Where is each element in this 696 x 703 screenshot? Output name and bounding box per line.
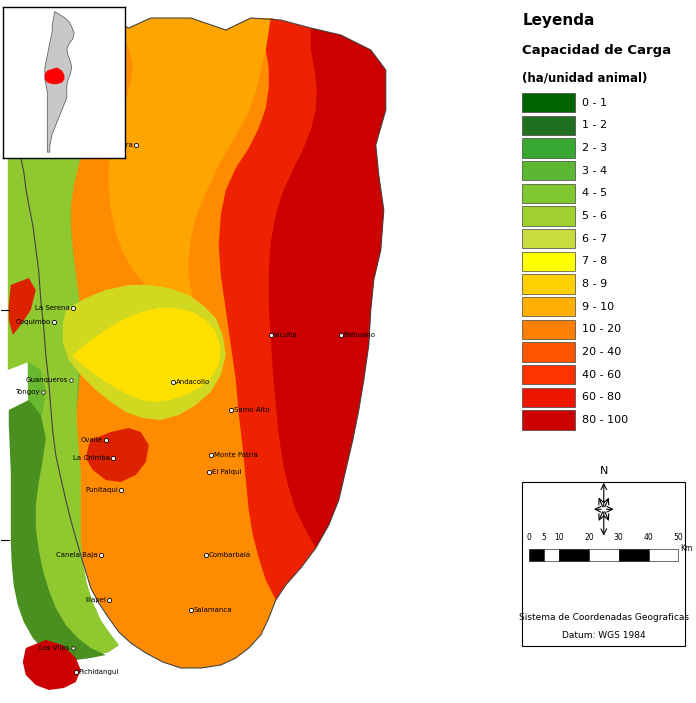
Text: Los Vilos: Los Vilos	[40, 645, 70, 651]
Bar	[522, 297, 576, 316]
Polygon shape	[66, 18, 271, 315]
Bar	[522, 229, 576, 248]
Text: El Palqui: El Palqui	[212, 469, 242, 475]
Polygon shape	[9, 278, 35, 335]
Text: 4 - 5: 4 - 5	[583, 188, 608, 198]
Text: Illapel: Illapel	[85, 597, 106, 603]
Text: 5: 5	[541, 533, 546, 542]
Text: Canela Baja: Canela Baja	[56, 552, 97, 558]
Text: Monte Patria: Monte Patria	[214, 452, 258, 458]
Text: Leyenda: Leyenda	[522, 13, 594, 27]
Polygon shape	[8, 18, 386, 668]
Text: La Higuera: La Higuera	[95, 142, 133, 148]
Bar	[522, 342, 576, 362]
Bar	[522, 274, 576, 294]
Text: 80 - 100: 80 - 100	[583, 415, 628, 425]
Text: 5 - 6: 5 - 6	[583, 211, 608, 221]
Bar	[522, 387, 576, 407]
Text: 2 - 3: 2 - 3	[583, 143, 608, 153]
Polygon shape	[45, 67, 64, 84]
Text: (ha/unidad animal): (ha/unidad animal)	[522, 72, 647, 84]
Bar	[619, 548, 649, 561]
Bar	[522, 115, 576, 135]
Text: 10: 10	[554, 533, 564, 542]
Text: Punitaqui: Punitaqui	[85, 487, 118, 493]
Polygon shape	[86, 428, 149, 482]
Polygon shape	[9, 400, 106, 660]
Text: 1 - 2: 1 - 2	[583, 120, 608, 130]
Text: 40 - 60: 40 - 60	[583, 370, 622, 380]
Bar	[522, 138, 576, 157]
Polygon shape	[73, 308, 221, 402]
Bar	[522, 365, 576, 385]
Bar	[522, 320, 576, 339]
Text: Tongoy: Tongoy	[15, 389, 40, 395]
Text: Coquimbo: Coquimbo	[15, 319, 51, 325]
Text: Sistema de Coordenadas Geograficas: Sistema de Coordenadas Geograficas	[519, 613, 689, 621]
Text: Ovalle: Ovalle	[81, 437, 103, 443]
Bar	[544, 548, 559, 561]
Text: Paihuano: Paihuano	[344, 332, 376, 338]
Polygon shape	[269, 28, 386, 548]
Text: 8 - 9: 8 - 9	[583, 279, 608, 289]
Bar	[649, 548, 679, 561]
Polygon shape	[8, 18, 119, 655]
Text: Salamanca: Salamanca	[193, 607, 232, 613]
Text: 20 - 40: 20 - 40	[583, 347, 622, 357]
Bar	[522, 411, 576, 430]
Text: 9 - 10: 9 - 10	[583, 302, 615, 311]
Text: 7 - 8: 7 - 8	[583, 257, 608, 266]
Polygon shape	[45, 11, 74, 152]
Text: La Chimba: La Chimba	[73, 455, 110, 461]
Text: 3 - 4: 3 - 4	[583, 166, 608, 176]
Text: Datum: WGS 1984: Datum: WGS 1984	[562, 631, 646, 640]
Text: 0 - 1: 0 - 1	[583, 98, 608, 108]
Bar	[529, 548, 544, 561]
Text: 30: 30	[614, 533, 624, 542]
Text: 40: 40	[644, 533, 654, 542]
Text: Guanqueros: Guanqueros	[26, 377, 68, 383]
Text: 10 - 20: 10 - 20	[583, 324, 622, 335]
Text: Vicuña: Vicuña	[274, 332, 297, 338]
Bar	[522, 206, 576, 226]
Text: 0: 0	[527, 533, 532, 542]
Text: 20: 20	[584, 533, 594, 542]
Text: Samo Alto: Samo Alto	[234, 407, 269, 413]
Bar	[522, 252, 576, 271]
Text: Km: Km	[680, 543, 693, 553]
Text: La Serena: La Serena	[35, 305, 70, 311]
Bar	[522, 93, 576, 112]
Text: Pichidangui: Pichidangui	[79, 669, 119, 675]
Text: Andacollo: Andacollo	[176, 379, 210, 385]
Bar	[522, 161, 576, 181]
Bar	[522, 482, 686, 647]
Bar	[589, 548, 619, 561]
Bar	[559, 548, 589, 561]
Text: Combarbalá: Combarbalá	[209, 552, 251, 558]
Text: 60 - 80: 60 - 80	[583, 392, 622, 402]
Polygon shape	[8, 22, 119, 655]
Polygon shape	[63, 285, 226, 420]
Text: 50: 50	[674, 533, 683, 542]
Text: Capacidad de Carga: Capacidad de Carga	[522, 44, 671, 58]
Polygon shape	[219, 18, 386, 600]
Bar	[522, 183, 576, 203]
Text: N: N	[599, 465, 608, 475]
Text: 6 - 7: 6 - 7	[583, 233, 608, 244]
Polygon shape	[23, 640, 81, 690]
